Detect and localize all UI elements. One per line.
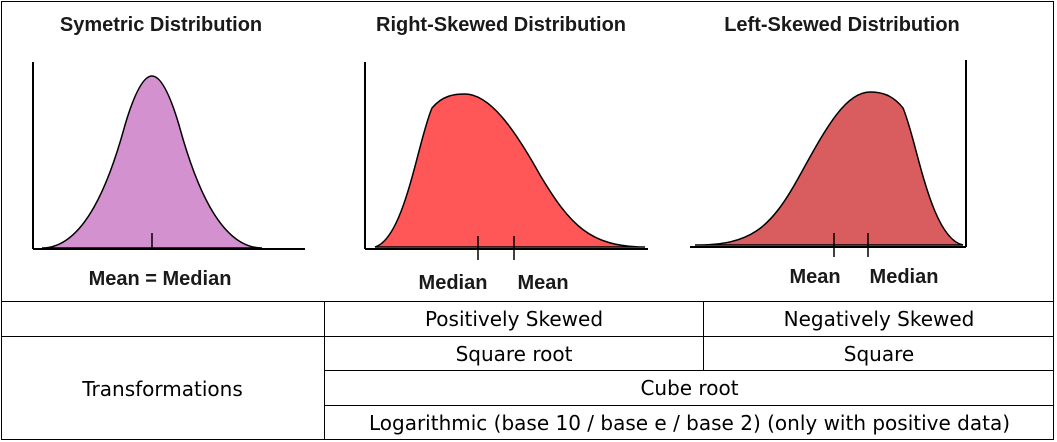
symmetric-distribution [32,62,305,250]
table-column-divider-2 [703,301,704,370]
table-row-divider-3 [324,405,1054,406]
square-root-cell: Square root [455,341,573,366]
table-row-divider-2 [324,370,1054,371]
right-skewed-curve [374,93,646,248]
right-skewed-distribution [364,62,648,260]
table-row-divider-1 [1,336,1054,337]
logarithmic-cell: Logarithmic (base 10 / base e / base 2) … [368,411,1011,435]
square-cell: Square [843,341,915,366]
table-column-divider-1 [324,301,325,440]
table-top-border [1,301,1054,302]
left-skewed-panel-title: Left-Skewed Distribution [724,14,960,36]
symmetric-mean-median-label: Mean = Median [88,268,232,290]
left-skewed-distribution [690,60,967,257]
symmetric-panel-title: Symetric Distribution [59,14,263,36]
cube-root-cell: Cube root [640,376,739,400]
left-skewed-median-label: Median [869,266,939,288]
symmetric-curve [41,75,263,249]
right-skewed-median-label: Median [418,272,488,294]
distribution-curves [32,60,967,260]
right-skewed-panel-title: Right-Skewed Distribution [376,14,626,36]
right-skewed-mean-label: Mean [517,272,569,294]
negatively-skewed-header: Negatively Skewed [783,307,975,331]
positively-skewed-header: Positively Skewed [424,307,604,331]
left-skewed-curve [694,91,964,246]
transformations-row-label: Transformations [82,376,243,401]
left-skewed-mean-label: Mean [789,266,841,288]
